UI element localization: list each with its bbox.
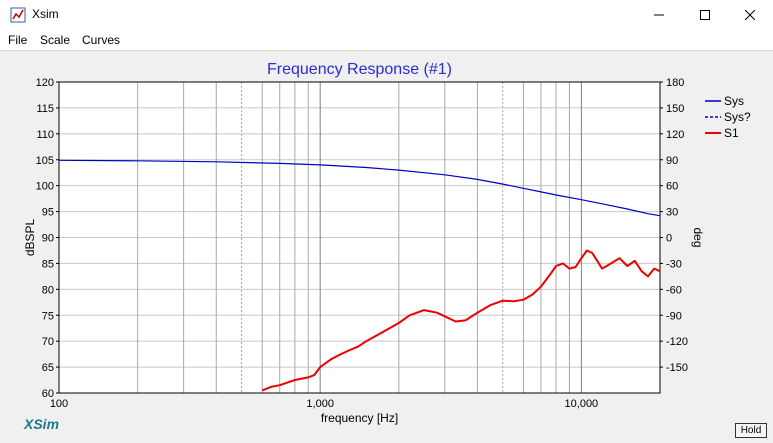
- maximize-button[interactable]: [682, 0, 728, 30]
- y-tick-label: 75: [42, 310, 54, 322]
- x-axis-label: frequency [Hz]: [321, 411, 398, 425]
- chart-title: Frequency Response (#1): [267, 61, 452, 78]
- x-tick-label: 1,000: [306, 398, 334, 410]
- y-tick-label: 120: [36, 77, 54, 89]
- y-tick-label: 100: [36, 181, 54, 193]
- maximize-icon: [700, 10, 710, 20]
- legend-label: S1: [724, 126, 739, 140]
- y-tick-label: 105: [36, 155, 54, 167]
- window-title: Xsim: [32, 7, 59, 21]
- y2-tick-label: -90: [666, 310, 682, 322]
- y2-axis-label: deg: [691, 227, 705, 247]
- minimize-button[interactable]: [636, 0, 682, 30]
- series-line-sys: [58, 159, 661, 217]
- hold-button[interactable]: Hold: [735, 423, 767, 438]
- x-tick-label: 10,000: [565, 398, 599, 410]
- minimize-icon: [654, 14, 664, 16]
- y-tick-label: 115: [36, 103, 54, 115]
- y-tick-label: 95: [42, 207, 54, 219]
- y-tick-label: 60: [42, 388, 54, 400]
- y2-tick-label: -150: [666, 362, 688, 374]
- title-bar: Xsim: [0, 0, 773, 30]
- y2-tick-label: 120: [666, 129, 684, 141]
- close-icon: [745, 10, 755, 20]
- y-tick-label: 70: [42, 336, 54, 348]
- series-line-s1: [261, 249, 661, 392]
- menu-file[interactable]: File: [8, 33, 28, 47]
- frequency-response-chart: 60 65 70 75 80 85 90 95 100 105 110 115 120 -150 -120 -…: [23, 61, 751, 425]
- y2-tick-label: -60: [666, 284, 682, 296]
- y-tick-label: 80: [42, 284, 54, 296]
- y2-tick-label: 90: [666, 155, 678, 167]
- legend-label: Sys: [724, 94, 744, 108]
- y2-tick-label: -120: [666, 336, 688, 348]
- chart-panel: 60 65 70 75 80 85 90 95 100 105 110 115 120 -150 -120 -…: [0, 50, 773, 443]
- xsim-app-icon: [10, 7, 26, 23]
- y-axis-label: dBSPL: [23, 218, 37, 256]
- y-tick-label: 85: [42, 258, 54, 270]
- y2-tick-label: 60: [666, 181, 678, 193]
- xsim-logo: XSim: [24, 416, 60, 432]
- x-tick-label: 100: [50, 398, 68, 410]
- menu-scale[interactable]: Scale: [40, 33, 71, 47]
- y2-tick-label: 150: [666, 103, 684, 115]
- menu-bar: File Scale Curves: [0, 30, 773, 50]
- y2-tick-label: 30: [666, 207, 678, 219]
- close-button[interactable]: [727, 0, 773, 30]
- legend-label: Sys?: [724, 110, 751, 124]
- y2-tick-label: 0: [666, 233, 672, 245]
- y2-tick-label: -30: [666, 258, 682, 270]
- y-tick-label: 65: [42, 362, 54, 374]
- y-tick-label: 90: [42, 233, 54, 245]
- y-tick-label: 110: [36, 129, 54, 141]
- menu-curves[interactable]: Curves: [82, 33, 121, 47]
- y2-tick-label: 180: [666, 77, 684, 89]
